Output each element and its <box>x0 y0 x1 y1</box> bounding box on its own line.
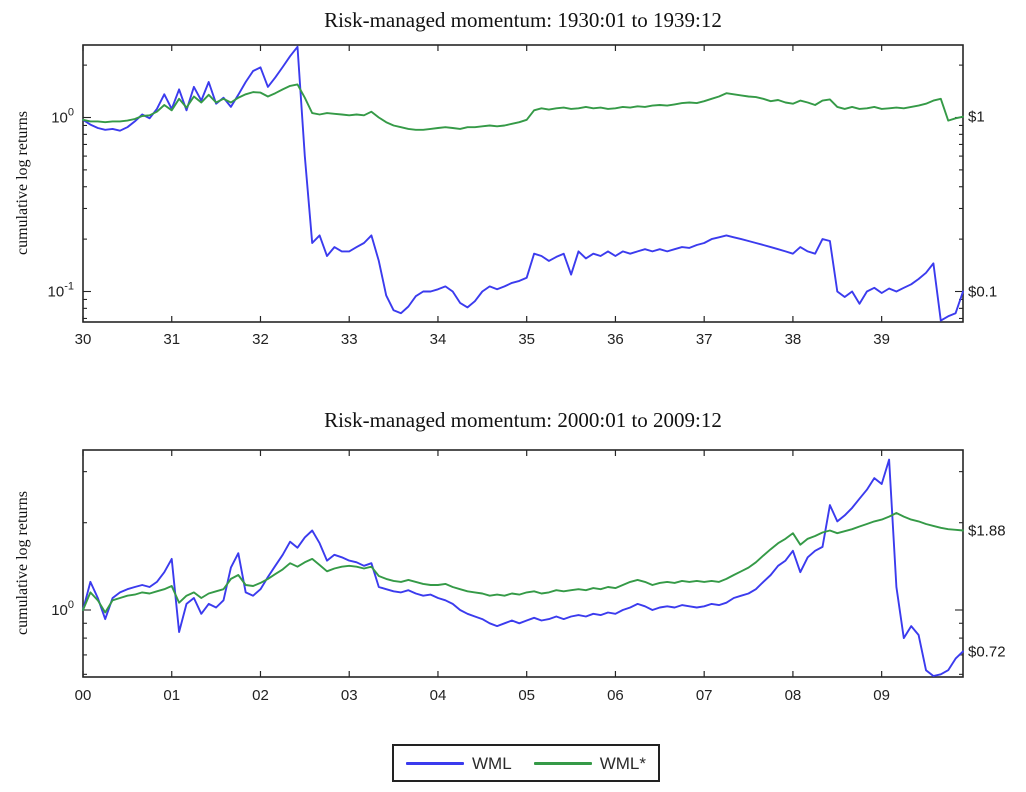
chart-1930s-plot-area: 30 31 32 33 34 35 36 37 38 39 100 10-1 $1 $0.1 <box>48 44 997 348</box>
x-tick-label: 04 <box>430 687 447 704</box>
x-tick-label: 03 <box>341 687 358 704</box>
legend-wml-line-swatch <box>406 761 465 765</box>
right-value-label: $1 <box>968 109 985 126</box>
x-tick-label: 05 <box>518 687 535 704</box>
series-line-WML <box>82 458 964 677</box>
y-tick-label: 10-1 <box>48 281 74 301</box>
x-tick-label: 09 <box>873 687 890 704</box>
x-tick-label: 35 <box>518 331 535 348</box>
legend: WML WML* <box>392 744 660 782</box>
x-tick-label: 33 <box>341 331 358 348</box>
chart-1930s: Risk-managed momentum: 1930:01 to 1939:1… <box>14 8 997 348</box>
x-tick-label: 38 <box>785 331 802 348</box>
x-tick-label: 30 <box>75 331 92 348</box>
series-line-WML-star <box>82 512 964 614</box>
x-tick-label: 34 <box>430 331 447 348</box>
chart-2000s-title: Risk-managed momentum: 2000:01 to 2009:1… <box>324 408 722 432</box>
series-line-WML <box>82 45 964 322</box>
x-tick-label: 07 <box>696 687 713 704</box>
x-tick-label: 00 <box>75 687 92 704</box>
y-tick-label: 100 <box>51 599 74 619</box>
right-value-label: $0.1 <box>968 284 997 301</box>
right-value-label: $0.72 <box>968 643 1006 660</box>
y-tick-label: 100 <box>51 107 74 127</box>
x-tick-label: 01 <box>163 687 180 704</box>
plot-frame <box>82 44 964 323</box>
x-tick-label: 32 <box>252 331 269 348</box>
x-tick-label: 02 <box>252 687 269 704</box>
right-value-label: $1.88 <box>968 522 1006 539</box>
legend-wml-label: WML <box>472 753 512 773</box>
x-tick-label: 39 <box>873 331 890 348</box>
chart-2000s: Risk-managed momentum: 2000:01 to 2009:1… <box>0 396 1026 726</box>
series-line-WML-star <box>82 83 964 131</box>
x-tick-label: 36 <box>607 331 624 348</box>
chart-1930s-title: Risk-managed momentum: 1930:01 to 1939:1… <box>324 8 722 32</box>
plot-frame <box>82 449 964 678</box>
x-tick-label: 08 <box>785 687 802 704</box>
x-tick-label: 31 <box>163 331 180 348</box>
legend-wml-star-label: WML* <box>599 753 646 773</box>
legend-wml-star-line-swatch <box>533 761 592 765</box>
x-tick-label: 37 <box>696 331 713 348</box>
x-tick-label: 06 <box>607 687 624 704</box>
chart-2000s-plot-area: 00 01 02 03 04 05 06 07 08 09 100 $1.88 $0.72 <box>51 449 1006 704</box>
